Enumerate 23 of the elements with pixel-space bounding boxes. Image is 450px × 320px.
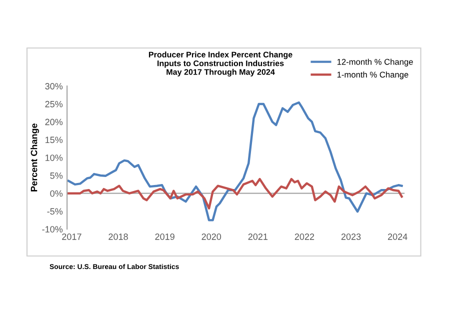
y-axis-title: Percent Change [30,124,40,192]
y-tick-label: 20% [45,118,63,126]
y-tick-label: 5% [50,172,63,179]
x-tick-label: 2019 [155,234,174,240]
line-series [67,101,403,222]
y-tick-label: 0% [50,190,63,197]
x-tick-label: 2020 [202,234,222,240]
x-tick-label: 2017 [62,234,82,240]
x-tick-label: 2023 [341,234,361,240]
y-tick-label: -10% [42,226,63,232]
y-tick-label: 30% [45,83,63,90]
x-tick-label: 2024 [388,234,408,240]
legend-label: 12-month % Change [337,58,413,66]
x-tick-label: 2022 [294,234,314,240]
y-tick-label: -5% [47,208,63,215]
x-tick-label: 2018 [108,234,128,240]
y-tick-label: 15% [46,136,63,144]
line-series [67,178,403,210]
chart-title: Producer Price Index Percent Change Inputs to Construction Industries May 2017 Through May 2024 [148,52,292,76]
y-tick-label: 10% [46,154,63,161]
y-tick-label: 25% [45,100,63,108]
legend-label: 1-month % Change [337,71,408,80]
x-tick-label: 2021 [248,234,268,240]
